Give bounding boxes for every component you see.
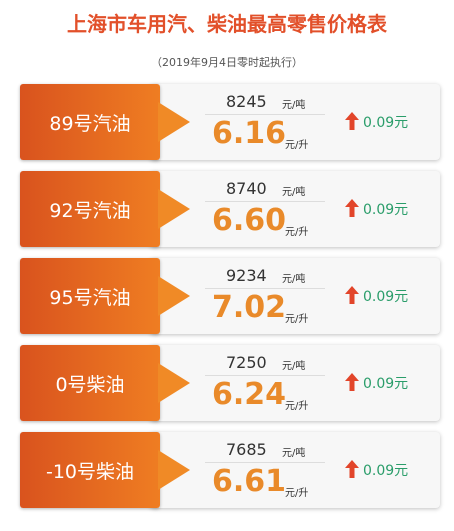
price-per-liter: 6.60 [212, 203, 287, 238]
price-change: 0.09元 [363, 289, 409, 305]
ton-unit: 元/吨 [282, 274, 306, 285]
price-per-liter: 6.24 [212, 377, 287, 412]
up-arrow [345, 199, 359, 217]
fuel-name: -10号柴油 [20, 432, 160, 508]
fuel-name: 89号汽油 [20, 84, 160, 160]
divider [205, 375, 325, 376]
price-change: 0.09元 [363, 463, 409, 479]
price-per-liter: 7.02 [212, 290, 287, 325]
title: 上海市车用汽、柴油最高零售价格表 [67, 12, 387, 36]
price-change: 0.09元 [363, 202, 409, 218]
ton-unit: 元/吨 [282, 361, 306, 372]
up-arrow [345, 460, 359, 478]
liter-unit: 元/升 [285, 314, 309, 325]
price-card [150, 84, 440, 160]
price-card [150, 171, 440, 247]
fuel-name: 95号汽油 [20, 258, 160, 334]
ton-unit: 元/吨 [282, 100, 306, 111]
pointer-arrow [158, 276, 190, 316]
fuel-name: 92号汽油 [20, 171, 160, 247]
price-per-liter: 6.16 [212, 116, 287, 151]
subtitle: （2019年9月4日零时起执行） [151, 56, 303, 69]
price-per-liter: 6.61 [212, 464, 287, 499]
up-arrow [345, 373, 359, 391]
divider [205, 114, 325, 115]
up-arrow [345, 286, 359, 304]
divider [205, 288, 325, 289]
liter-unit: 元/升 [285, 227, 309, 238]
price-change: 0.09元 [363, 115, 409, 131]
price-per-ton: 8740 [226, 179, 267, 198]
price-change: 0.09元 [363, 376, 409, 392]
liter-unit: 元/升 [285, 140, 309, 151]
price-per-ton: 7250 [226, 353, 267, 372]
price-per-ton: 8245 [226, 92, 267, 111]
ton-unit: 元/吨 [282, 187, 306, 198]
price-per-ton: 9234 [226, 266, 267, 285]
price-per-ton: 7685 [226, 440, 267, 459]
divider [205, 462, 325, 463]
fuel-name: 0号柴油 [20, 345, 160, 421]
price-card [150, 258, 440, 334]
divider [205, 201, 325, 202]
up-arrow [345, 112, 359, 130]
pointer-arrow [158, 189, 190, 229]
pointer-arrow [158, 363, 190, 403]
price-card [150, 432, 440, 508]
liter-unit: 元/升 [285, 488, 309, 499]
price-card [150, 345, 440, 421]
liter-unit: 元/升 [285, 401, 309, 412]
pointer-arrow [158, 102, 190, 142]
pointer-arrow [158, 450, 190, 490]
ton-unit: 元/吨 [282, 448, 306, 459]
